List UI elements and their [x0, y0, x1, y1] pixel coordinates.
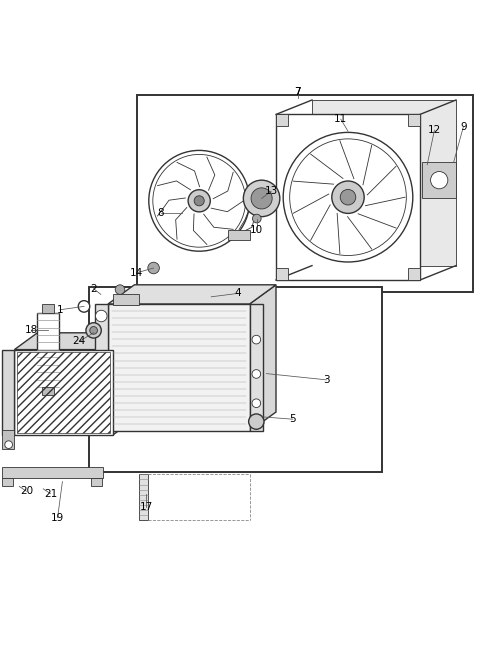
- Circle shape: [249, 414, 264, 429]
- Circle shape: [148, 262, 159, 274]
- Text: 19: 19: [51, 512, 64, 523]
- Bar: [276, 268, 288, 280]
- Text: 20: 20: [20, 486, 33, 496]
- Text: 13: 13: [264, 186, 278, 196]
- Bar: [89, 287, 382, 472]
- Bar: [139, 474, 148, 520]
- Bar: [422, 163, 456, 198]
- Circle shape: [115, 285, 125, 295]
- Circle shape: [251, 188, 272, 209]
- Circle shape: [332, 181, 364, 213]
- Circle shape: [86, 323, 101, 338]
- Bar: [37, 313, 59, 387]
- Text: 10: 10: [250, 224, 264, 235]
- Polygon shape: [312, 100, 456, 266]
- Polygon shape: [108, 285, 276, 304]
- Polygon shape: [276, 114, 420, 280]
- Circle shape: [431, 171, 448, 189]
- Bar: [228, 230, 250, 240]
- Bar: [250, 304, 263, 431]
- Text: 18: 18: [24, 325, 38, 335]
- Bar: [408, 114, 420, 127]
- Text: 4: 4: [234, 289, 241, 298]
- Polygon shape: [113, 333, 136, 435]
- Circle shape: [252, 369, 261, 379]
- Text: 24: 24: [72, 337, 86, 346]
- Text: 17: 17: [140, 502, 153, 512]
- Text: 5: 5: [289, 414, 296, 424]
- Circle shape: [243, 180, 280, 216]
- Bar: [408, 268, 420, 280]
- Circle shape: [78, 300, 90, 312]
- Circle shape: [290, 139, 406, 256]
- Circle shape: [96, 310, 107, 321]
- Text: 12: 12: [428, 125, 441, 135]
- Circle shape: [5, 441, 12, 449]
- Text: 14: 14: [130, 268, 144, 277]
- Bar: [113, 295, 139, 305]
- Text: 2: 2: [90, 283, 97, 294]
- Bar: [95, 304, 108, 431]
- Circle shape: [153, 154, 246, 247]
- Bar: [2, 467, 103, 478]
- Text: 8: 8: [157, 208, 164, 218]
- Text: 7: 7: [294, 87, 301, 97]
- Circle shape: [149, 150, 250, 251]
- Text: 3: 3: [323, 375, 330, 385]
- Bar: [2, 430, 14, 449]
- Polygon shape: [14, 333, 136, 350]
- Bar: [2, 350, 14, 435]
- Circle shape: [90, 327, 97, 335]
- Text: 9: 9: [460, 123, 467, 133]
- Circle shape: [252, 335, 261, 344]
- Circle shape: [252, 399, 261, 407]
- Circle shape: [252, 215, 261, 223]
- Bar: [42, 304, 54, 313]
- Bar: [108, 304, 250, 431]
- Bar: [42, 387, 54, 395]
- Bar: [17, 352, 110, 433]
- Polygon shape: [250, 285, 276, 431]
- Circle shape: [340, 190, 356, 205]
- Text: 21: 21: [44, 489, 57, 499]
- Circle shape: [283, 133, 413, 262]
- Bar: [14, 350, 113, 435]
- Bar: [91, 478, 102, 486]
- Circle shape: [194, 195, 204, 206]
- Text: 1: 1: [57, 305, 63, 315]
- Bar: [137, 95, 473, 292]
- Bar: [276, 114, 288, 127]
- Text: 11: 11: [334, 114, 348, 124]
- Text: 7: 7: [294, 87, 301, 97]
- Bar: [2, 478, 13, 486]
- Circle shape: [188, 190, 210, 212]
